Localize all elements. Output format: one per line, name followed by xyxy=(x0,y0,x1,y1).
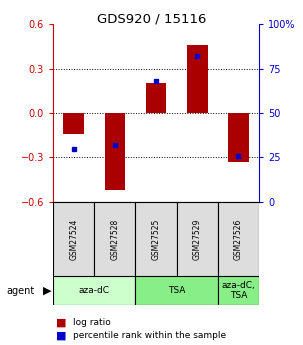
Text: log ratio: log ratio xyxy=(73,318,111,327)
Bar xyxy=(228,113,249,162)
Text: agent: agent xyxy=(6,286,34,296)
Text: ■: ■ xyxy=(56,331,67,340)
Text: aza-dC,
TSA: aza-dC, TSA xyxy=(221,281,255,300)
Bar xyxy=(135,276,218,305)
Text: ■: ■ xyxy=(56,318,67,327)
Text: GSM27526: GSM27526 xyxy=(234,218,243,259)
Bar xyxy=(105,113,125,190)
Bar xyxy=(94,202,135,276)
Bar xyxy=(218,276,259,305)
Text: GSM27525: GSM27525 xyxy=(152,218,161,259)
Bar xyxy=(187,45,208,113)
Text: ▶: ▶ xyxy=(43,286,51,296)
Bar xyxy=(53,276,135,305)
Bar xyxy=(146,83,166,113)
Text: aza-dC: aza-dC xyxy=(79,286,110,295)
Text: GSM27529: GSM27529 xyxy=(193,218,202,259)
Text: TSA: TSA xyxy=(168,286,185,295)
Text: GSM27528: GSM27528 xyxy=(110,218,119,259)
Bar xyxy=(53,202,94,276)
Bar xyxy=(218,202,259,276)
Bar xyxy=(135,202,177,276)
Bar xyxy=(177,202,218,276)
Text: GDS920 / 15116: GDS920 / 15116 xyxy=(97,12,206,25)
Text: GSM27524: GSM27524 xyxy=(69,218,78,259)
Bar xyxy=(63,113,84,134)
Text: percentile rank within the sample: percentile rank within the sample xyxy=(73,331,226,340)
